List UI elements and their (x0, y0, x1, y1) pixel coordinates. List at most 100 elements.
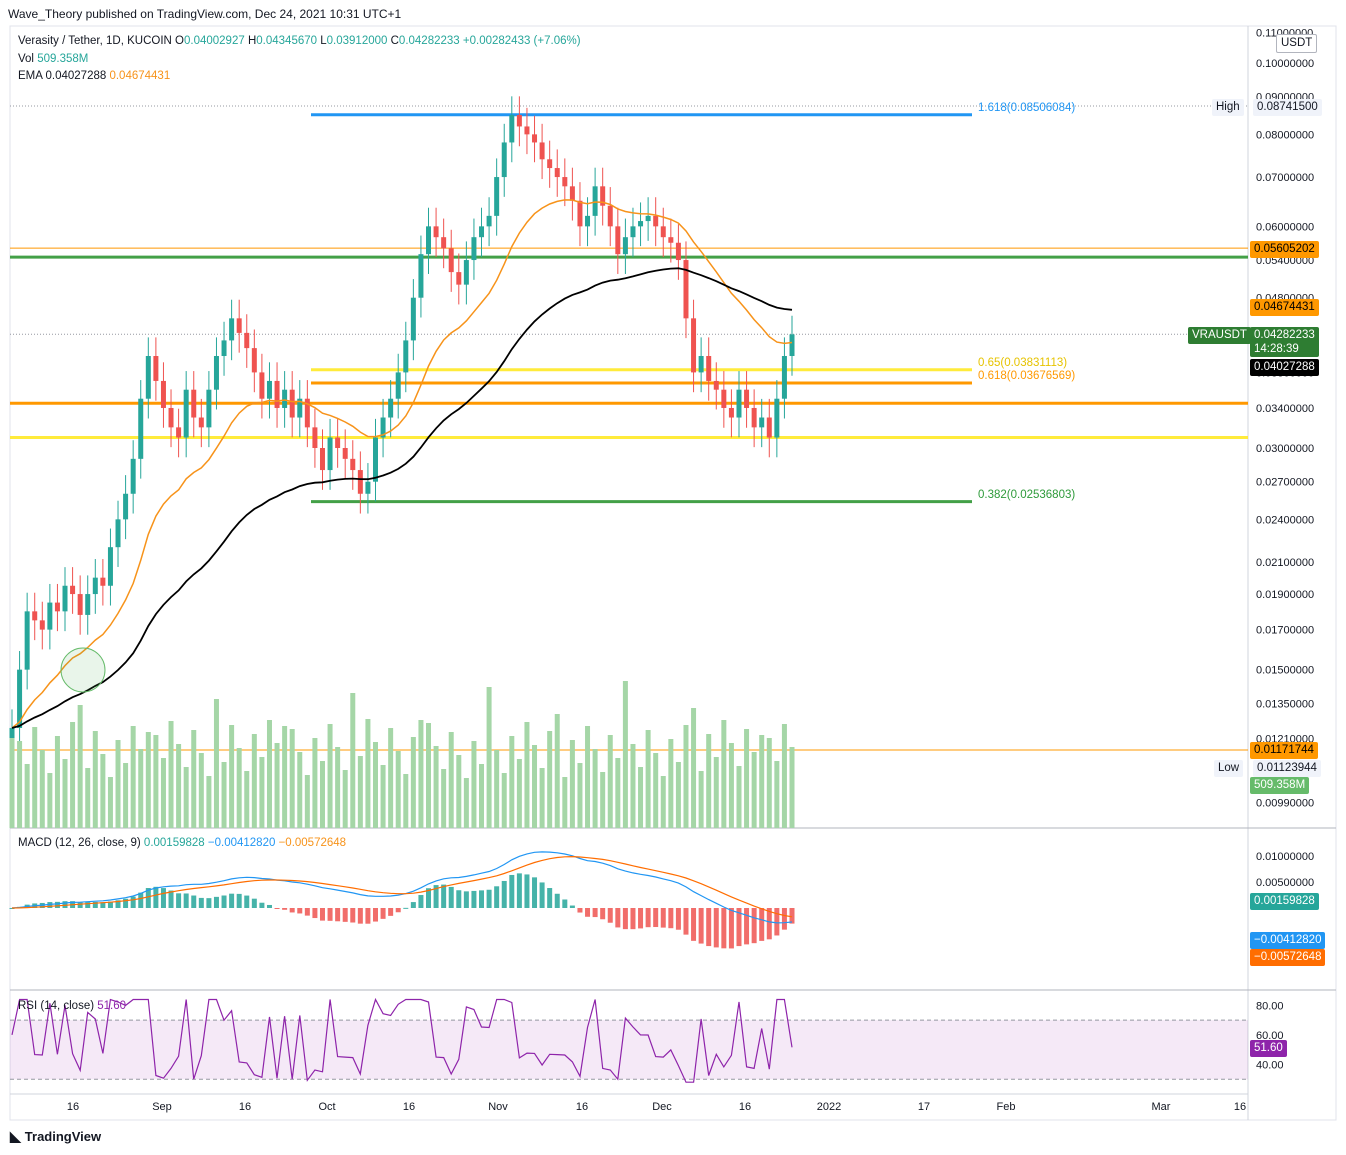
volume-bar (138, 749, 144, 828)
volume-bar (266, 720, 272, 828)
macd-hist-bar (251, 898, 257, 908)
macd-hist-bar (691, 908, 697, 941)
volume-bar (645, 730, 651, 828)
symbol-tag: VRAUSDT (1188, 327, 1251, 344)
volume-bar (168, 721, 174, 828)
time-tick-label: 16 (239, 1101, 251, 1113)
price-tick-label: 0.01700000 (1256, 625, 1314, 637)
macd-hist-bar (62, 901, 68, 908)
time-tick-label: Dec (652, 1101, 672, 1113)
macd-hist-bar (683, 908, 689, 935)
candle-body (32, 611, 38, 621)
volume-bar (403, 774, 409, 828)
macd-hist-bar (160, 888, 166, 908)
price-tick-label: 0.07000000 (1256, 172, 1314, 184)
ema-fast-value: 0.04674431 (109, 70, 171, 82)
macd-hist-bar (335, 908, 341, 922)
macd-hist-bar (365, 908, 371, 924)
publisher-line: Wave_Theory published on TradingView.com… (8, 7, 402, 21)
currency-badge[interactable]: USDT (1276, 34, 1318, 53)
price-tick-label: 0.02700000 (1256, 477, 1314, 489)
fib-0618-label: 0.618(0.03676569) (978, 370, 1076, 382)
macd-label: MACD (12, 26, close, 9) (18, 837, 141, 849)
volume-bar (653, 753, 659, 828)
macd-hist-bar (274, 908, 280, 909)
candle-body (138, 398, 144, 459)
macd-hist-bar (54, 901, 60, 908)
macd-hist-bar (668, 908, 674, 929)
volume-bar (691, 708, 697, 828)
price-tick-label: 0.02100000 (1256, 557, 1314, 569)
candle-body (282, 389, 288, 408)
volume-bar (569, 740, 575, 828)
volume-bar (516, 759, 522, 828)
macd-hist-bar (698, 908, 704, 944)
macd-hist-bar (380, 908, 386, 919)
macd-signal-line (11, 855, 793, 918)
volume-bar (426, 723, 432, 828)
candle-body (509, 114, 515, 143)
high-tag-label: High (1212, 99, 1244, 116)
candle-body (539, 142, 545, 160)
time-tick-label: 17 (918, 1101, 930, 1113)
time-tick-label: Sep (152, 1101, 172, 1113)
macd-hist-bar (532, 877, 538, 908)
macd-hist-bar (100, 902, 106, 908)
candle-body (698, 356, 704, 373)
macd-hist-bar (236, 893, 242, 908)
price-tick-label: 0.01350000 (1256, 698, 1314, 710)
ema-slow-tag: 0.04027288 (1250, 359, 1319, 376)
candle-body (335, 437, 341, 448)
macd-line (11, 851, 793, 924)
axes: 0.110000000.100000000.090000000.08000000… (67, 28, 1321, 1113)
price-tick-label: 0.06000000 (1256, 221, 1314, 233)
candle-body (130, 458, 136, 494)
footer-brand[interactable]: ◣ TradingView (10, 1128, 101, 1145)
candle-body (259, 372, 265, 399)
macd-hist-bar (456, 890, 462, 908)
candle-body (198, 417, 204, 428)
candle-body (569, 186, 575, 201)
macd-hist-bar (403, 907, 409, 909)
volume-bar (92, 731, 98, 828)
volume-bar (630, 744, 636, 828)
low-tag-label: Low (1214, 760, 1244, 777)
volume-bar (350, 693, 356, 828)
macd-hist-bar (554, 893, 560, 908)
candle-body (713, 380, 719, 390)
macd-hist-bar (607, 908, 613, 923)
candle-body (638, 221, 644, 227)
candle-body (600, 186, 606, 206)
price-tick-label: 0.05400000 (1256, 255, 1314, 267)
candle-body (85, 594, 91, 615)
candle-body (554, 168, 560, 178)
macd-hist-bar (600, 908, 606, 920)
volume-bar (342, 770, 348, 828)
macd-hist-value: 0.00159828 (143, 837, 205, 849)
candle-body (244, 332, 250, 349)
time-tick-label: Mar (1152, 1101, 1171, 1113)
volume-bar (62, 759, 68, 828)
candle-body (592, 186, 598, 216)
macd-hist-bar (176, 893, 182, 908)
macd-hist-bar (168, 890, 174, 908)
candle-body (297, 398, 303, 418)
candle-body (319, 448, 325, 471)
high-label: H (247, 35, 257, 47)
candle-body (759, 417, 765, 428)
candle-body (251, 348, 257, 373)
volume-bar (289, 729, 295, 828)
macd-hist-bar (213, 896, 219, 908)
ema-fast-line (11, 199, 793, 729)
rsi-tag: 51.60 (1250, 1040, 1287, 1057)
rsi-tick-label: 80.00 (1256, 1000, 1284, 1012)
volume-bar (304, 775, 310, 828)
volume-bar (327, 724, 333, 828)
candle-body (9, 727, 15, 745)
volume-bar (607, 735, 613, 828)
vol-label: Vol (18, 53, 34, 65)
candle-body (426, 226, 432, 255)
time-tick-label: 2022 (817, 1101, 841, 1113)
price-tick-label: 0.10000000 (1256, 58, 1314, 70)
